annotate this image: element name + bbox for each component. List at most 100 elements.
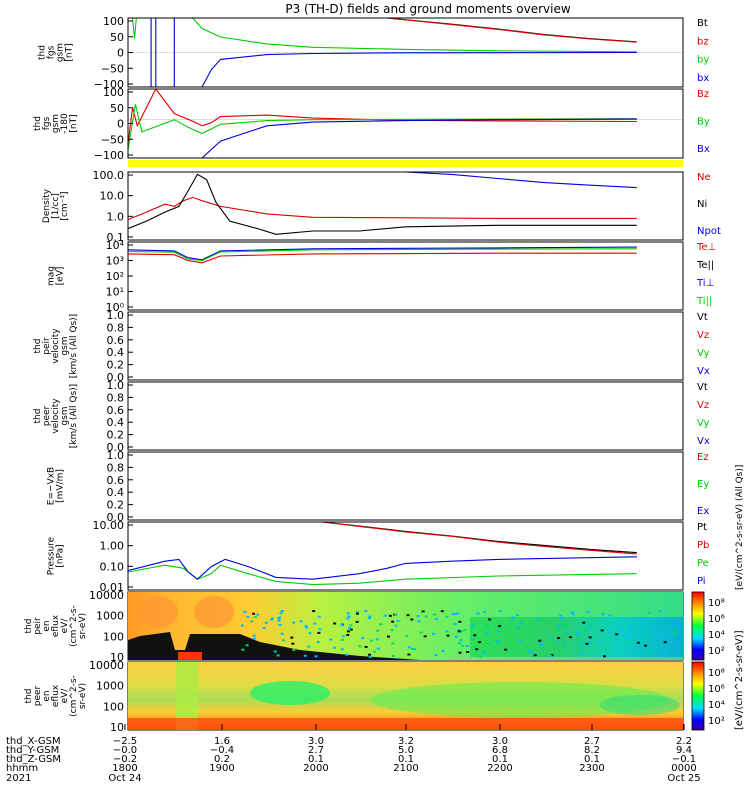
legend-entry: Vt xyxy=(697,382,708,393)
y-label-line: eV/ xyxy=(60,688,70,704)
heatmap-peer-en-eflux xyxy=(128,662,683,730)
x-row-value: 2.7 xyxy=(584,736,600,747)
heatmap-cell xyxy=(333,622,337,625)
heatmap-blob xyxy=(194,596,234,628)
heatmap-cell xyxy=(648,611,652,614)
y-label-line: sr-eV) xyxy=(78,613,88,639)
heatmap-cell xyxy=(663,641,667,644)
y-label-line: peir xyxy=(42,337,52,355)
panel-efield: 1.00.80.60.40.20.0 E=−VxB [mV/m] Ez Ey Ex xyxy=(47,449,710,524)
legend-entry: Bx xyxy=(697,144,710,155)
heatmap-layer: 10⁸ 10⁶ 10⁴ 10² 10⁸ 10⁶ 10⁴ 10² [eV/(cm^2-s-sr-e… xyxy=(128,465,745,731)
colorbar-gradient xyxy=(691,661,705,731)
heatmap-cell xyxy=(673,640,677,643)
heatmap-cell xyxy=(454,635,458,638)
x-row-value: 2000 xyxy=(303,763,328,774)
y-label-line: (cm^2-s- xyxy=(69,605,79,647)
series-Ti⊥ xyxy=(128,246,637,261)
y-tick-label: 100 xyxy=(103,630,124,643)
y-tick-label: 1000 xyxy=(96,680,124,693)
heatmap-cell xyxy=(312,610,316,613)
heatmap-cell xyxy=(458,620,462,623)
legend-entry: Pe xyxy=(697,558,709,569)
heatmap-cell xyxy=(446,634,450,637)
colorbar-gradient xyxy=(691,591,705,661)
heatmap-blob xyxy=(138,596,178,628)
heatmap-cell xyxy=(504,648,508,651)
panel-pressure: 10.00 1.00 0.10 0.01 Pressure [nPa] Pt Pb Pe Pi xyxy=(47,519,710,594)
heatmap-cell xyxy=(557,624,561,627)
panel-frame xyxy=(127,88,684,159)
heatmap-cell xyxy=(367,653,371,656)
legend-entry: Vy xyxy=(697,348,710,359)
heatmap-cell xyxy=(278,616,282,619)
heatmap-cell xyxy=(607,630,611,633)
panel-density: 100.0 10.0 1.0 0.1 Density [1/cc] [cm⁻³] Ne Ni Np… xyxy=(42,169,721,244)
heatmap-cell xyxy=(571,613,575,616)
legend-entry: Ex xyxy=(697,506,709,517)
colorbar: 10⁸ 10⁶ 10⁴ 10² xyxy=(691,591,725,661)
heatmap-cell xyxy=(340,638,344,641)
series-Te⊥ xyxy=(128,252,637,264)
legend-entry: Ez xyxy=(697,452,709,463)
legend-entry: Ni xyxy=(697,199,707,210)
heatmap-lowflux-region xyxy=(470,617,683,657)
legend-entry: Vy xyxy=(697,418,710,429)
heatmap-cell xyxy=(568,636,572,639)
heatmap-cell xyxy=(346,634,350,637)
legend-entry: bz xyxy=(697,36,709,47)
heatmap-cell xyxy=(273,650,277,653)
legend-entry: By xyxy=(697,117,710,128)
heatmap-cell xyxy=(496,640,500,643)
x-row-value: 1900 xyxy=(209,763,234,774)
panel-peer-velocity: 1.00.80.60.40.20.0 thd peer velocity gsm [km/… xyxy=(33,379,710,454)
pressure-side-label: [eV/(cm^2-s-sr-eV) (All Qs)] xyxy=(735,465,745,590)
heatmap-cell xyxy=(600,629,604,632)
heatmap-cell xyxy=(372,650,376,653)
colorbar-tick-label: 10² xyxy=(708,646,725,657)
y-label-line: gsm xyxy=(56,43,66,62)
x-row-value: 9.4 xyxy=(676,745,692,756)
series-Ne xyxy=(128,196,637,221)
heatmap-cell xyxy=(258,646,262,649)
heatmap-cell xyxy=(601,613,605,616)
heatmap-blob xyxy=(250,681,330,705)
heatmap-cell xyxy=(261,653,265,656)
legend-entry: Ey xyxy=(697,479,709,490)
x-row-value: −0.4 xyxy=(210,745,234,756)
legend-entry: Vt xyxy=(697,312,708,323)
heatmap-cell xyxy=(368,655,372,658)
y-tick-label: 100.0 xyxy=(93,169,125,182)
legend-entry: Ti⊥ xyxy=(696,278,714,289)
y-label-line: [mV/m] xyxy=(56,469,66,503)
heatmap-cell xyxy=(252,634,256,637)
heatmap-cell xyxy=(279,612,283,615)
heatmap-cell xyxy=(394,613,398,616)
y-tick-label: 0.4 xyxy=(107,486,125,499)
heatmap-cell xyxy=(396,619,400,622)
heatmap-cell xyxy=(252,612,256,615)
heatmap-cell xyxy=(562,641,566,644)
panel-peir-velocity: 1.00.80.60.40.20.0 thd peir velocity gsm [km/… xyxy=(33,309,710,384)
heatmap-cell xyxy=(482,611,486,614)
heatmap-cell xyxy=(407,646,411,649)
x-row-value: 3.2 xyxy=(398,736,414,747)
y-tick-label: 0.8 xyxy=(107,461,125,474)
heatmap-cell xyxy=(588,641,592,644)
heatmap-cell xyxy=(367,617,371,620)
heatmap-blob xyxy=(178,652,202,660)
heatmap-cell xyxy=(370,639,374,642)
heatmap-cell xyxy=(434,617,438,620)
y-label-line: thd xyxy=(33,409,43,424)
y-label-line: gsm xyxy=(60,406,70,425)
y-label-line: peer xyxy=(42,405,52,426)
y-label-line: Pressure xyxy=(47,536,57,575)
y-label-line: [nPa] xyxy=(56,544,66,567)
y-tick-label: 0.6 xyxy=(107,474,125,487)
y-tick-label: 100 xyxy=(103,15,124,28)
heatmap-cell xyxy=(538,642,542,645)
series-Ti|| xyxy=(128,248,637,262)
heatmap-cell xyxy=(653,626,657,629)
y-tick-label: 1.0 xyxy=(107,379,125,392)
